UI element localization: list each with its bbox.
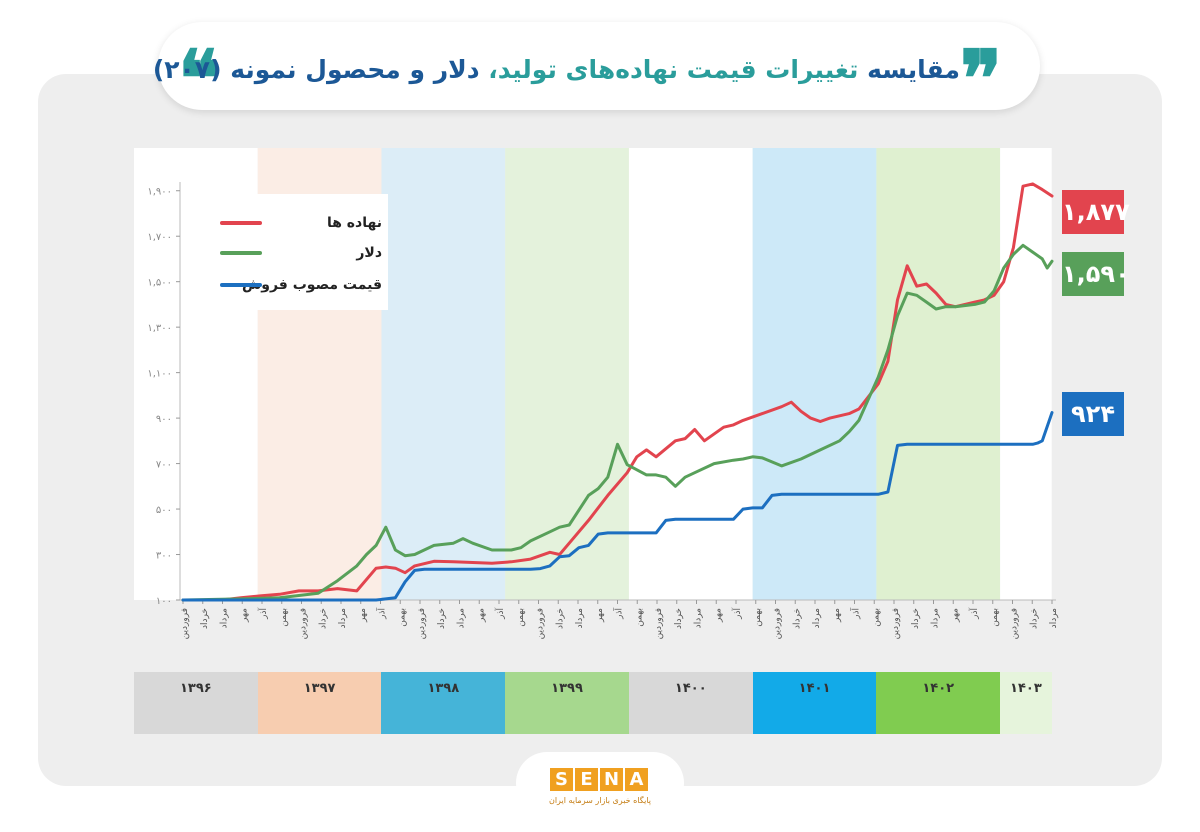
y-tick-label: ۷۰۰ [156,460,172,471]
legend-swatch-price [220,283,262,287]
x-tick-label: مرداد [575,608,585,628]
title-suffix: دلار و محصول نمونه (۲۰۷) [152,55,480,84]
x-tick-label: آذر [376,608,388,620]
year-cell: ۱۴۰۳ [1000,672,1052,734]
x-tick-label: مهر [950,608,960,623]
badge-price-value: ۹۲۴ [1062,392,1124,436]
x-tick-label: خرداد [1029,608,1039,629]
legend: نهاده ها دلار قیمت مصوب فروش [204,194,388,310]
x-tick-label: مرداد [694,608,704,628]
year-cell: ۱۳۹۸ [381,672,506,734]
x-tick-label: خرداد [674,608,684,629]
title-highlight: تغییرات قیمت نهاده‌های تولید، [488,55,859,84]
title-banner [158,22,1040,110]
legend-swatch-inputs [220,221,262,225]
x-tick-label: بهمن [279,608,289,627]
x-tick-label: بهمن [397,608,407,627]
x-tick-label: مرداد [812,608,822,628]
y-tick-label: ۱,۷۰۰ [147,232,172,243]
x-tick-label: خرداد [555,608,565,629]
x-tick-label: فروردین [1010,608,1020,639]
quote-open-icon: ❞ [960,34,1002,125]
logo-subtitle: پایگاه خبری بازار سرمایه ایران [548,796,652,805]
year-cell: ۱۳۹۶ [134,672,258,734]
year-band [752,148,877,600]
x-tick-label: بهمن [753,608,763,627]
x-tick-label: فروردین [773,608,783,639]
y-tick-label: ۱,۳۰۰ [147,323,172,334]
title-prefix: مقایسه [867,55,960,84]
x-tick-label: مهر [358,608,368,623]
year-cell: ۱۳۹۹ [505,672,629,734]
x-tick-label: آذر [494,608,506,620]
quote-close-icon: ❝ [178,34,220,125]
badge-inputs-value: ۱,۸۷۷ [1062,190,1130,234]
x-tick-label: مهر [595,608,605,623]
x-tick-label: فروردین [536,608,546,639]
year-band [381,148,506,600]
x-tick-label: آذر [850,608,862,620]
x-tick-label: فروردین [417,608,427,639]
x-tick-label: خرداد [200,608,210,629]
x-tick-label: فروردین [891,608,901,639]
x-tick-label: آذر [731,608,743,620]
x-tick-label: فروردین [654,608,664,639]
legend-label-price: قیمت مصوب فروش [241,277,382,293]
x-tick-label: مهر [476,608,486,623]
x-tick-label: مرداد [457,608,467,628]
x-tick-label: بهمن [871,608,881,627]
legend-item-price: قیمت مصوب فروش [218,272,382,298]
x-tick-label: فروردین [299,608,309,639]
year-band [876,148,1001,600]
series-line-3 [181,411,1054,602]
legend-label-dollar: دلار [356,245,382,261]
x-tick-label: بهمن [516,608,526,627]
sena-logo: S E N A [550,768,650,792]
logo-letter: S [550,768,573,791]
year-cell: ۱۴۰۱ [752,672,877,734]
legend-swatch-dollar [220,251,262,255]
x-tick-label: مهر [832,608,842,623]
y-tick-label: ۳۰۰ [156,551,172,562]
y-tick-label: ۱,۱۰۰ [147,369,172,380]
x-tick-label: مرداد [220,608,230,628]
legend-item-inputs: نهاده ها [218,210,382,236]
x-tick-label: آذر [968,608,980,620]
legend-item-dollar: دلار [218,240,382,266]
x-tick-label: خرداد [437,608,447,629]
y-tick-label: ۱,۵۰۰ [147,278,172,289]
y-tick-label: ۱۰۰ [156,596,172,607]
x-tick-label: خرداد [911,608,921,629]
logo-letter: N [600,768,623,791]
x-tick-label: آذر [257,608,269,620]
badge-dollar-value: ۱,۵۹۰ [1062,252,1130,296]
x-tick-label: بهمن [634,608,644,627]
logo-letter: A [625,768,648,791]
x-tick-label: آذر [613,608,625,620]
series-line-2 [181,243,1054,602]
year-cell: ۱۴۰۲ [876,672,1001,734]
x-tick-label: فروردین [180,608,190,639]
x-tick-label: مرداد [338,608,348,628]
year-cell: ۱۳۹۷ [257,672,382,734]
year-band [628,148,753,600]
year-cell: ۱۴۰۰ [628,672,753,734]
chart-title: مقایسه تغییرات قیمت نهاده‌های تولید، دلا… [153,50,960,90]
legend-label-inputs: نهاده ها [326,215,382,231]
x-tick-label: خرداد [792,608,802,629]
year-band [1000,148,1052,600]
x-tick-label: مرداد [1049,608,1059,628]
x-tick-label: بهمن [990,608,1000,627]
series-line-1 [181,182,1054,602]
x-tick-label: مهر [239,608,249,623]
x-tick-label: مهر [713,608,723,623]
year-bar: ۱۳۹۶ ۱۳۹۷ ۱۳۹۸ ۱۳۹۹ ۱۴۰۰ ۱۴۰۱ ۱۴۰۲ ۱۴۰۳ [134,672,1060,734]
y-tick-label: ۵۰۰ [156,505,172,516]
y-tick-label: ۹۰۰ [156,414,172,425]
x-tick-label: خرداد [318,608,328,629]
logo-letter: E [575,768,598,791]
x-tick-label: مرداد [931,608,941,628]
y-tick-label: ۱,۹۰۰ [147,187,172,198]
